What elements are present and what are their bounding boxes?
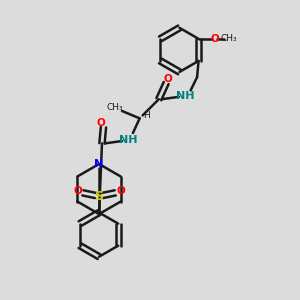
Text: H: H — [143, 112, 149, 121]
Text: O: O — [163, 74, 172, 85]
Text: NH: NH — [176, 91, 195, 101]
Text: CH₃: CH₃ — [220, 34, 237, 43]
Text: O: O — [97, 118, 106, 128]
Text: N: N — [94, 159, 104, 169]
Text: CH₃: CH₃ — [107, 103, 124, 112]
Text: O: O — [73, 186, 82, 197]
Text: NH: NH — [119, 135, 138, 146]
Text: O: O — [116, 186, 125, 197]
Text: S: S — [94, 190, 103, 203]
Text: O: O — [210, 34, 219, 44]
